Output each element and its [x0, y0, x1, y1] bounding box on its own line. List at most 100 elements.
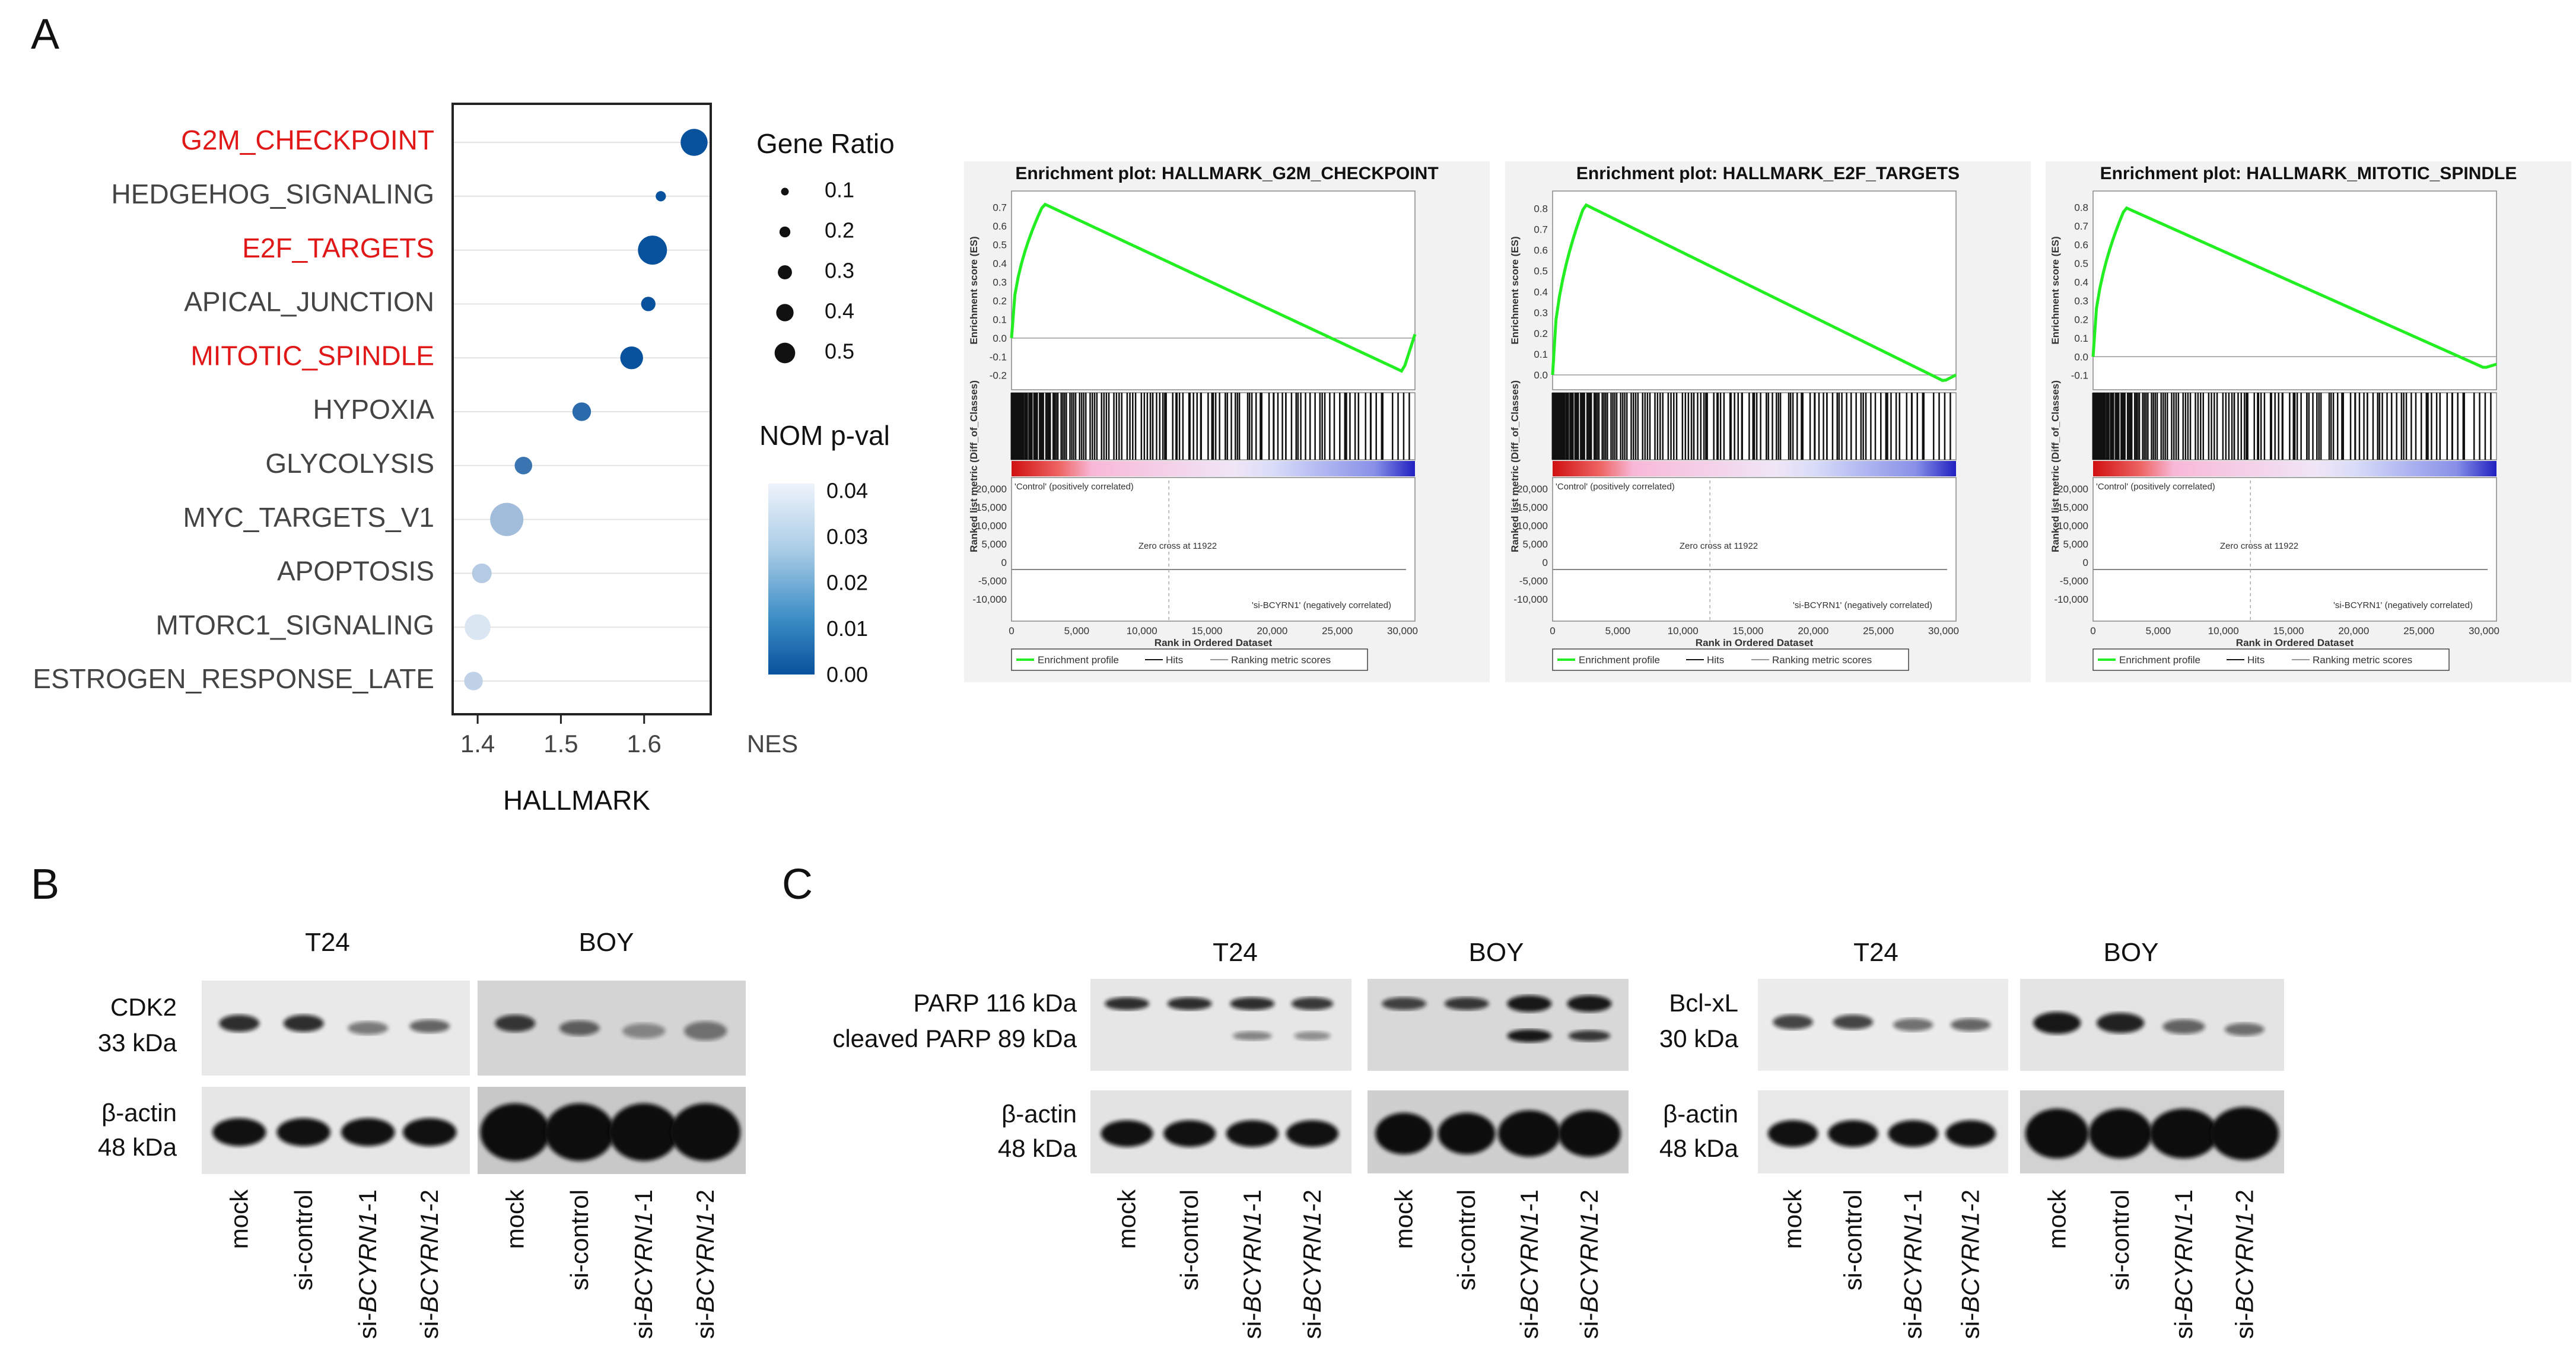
- lane-label: si-BCYRN1-2: [415, 1189, 443, 1339]
- lane-label: si-BCYRN1-1: [1515, 1189, 1543, 1339]
- es-tick-label: 0.5: [2074, 258, 2088, 269]
- zero-cross-label: Zero cross at 11922: [1680, 541, 1758, 551]
- rank-axis-label: Ranked list metric (Diff_of_Classes): [2050, 380, 2061, 552]
- pos-correlated-label: 'Control' (positively correlated): [1015, 482, 1134, 492]
- gsea-legend-hits: Hits: [1707, 654, 1724, 666]
- b-protein-cdk2: CDK2: [110, 993, 177, 1021]
- rank-x-tick-label: 0: [1550, 625, 1555, 637]
- rank-tick-label: -10,000: [1513, 594, 1548, 605]
- rank-tick-label: 0: [1001, 557, 1007, 568]
- color-legend-label: 0.03: [826, 524, 868, 549]
- blot-band: [409, 1019, 450, 1033]
- blot-image: [2020, 979, 2284, 1071]
- rank-x-tick-label: 5,000: [1064, 625, 1090, 637]
- lane-label: si-control: [1839, 1189, 1866, 1290]
- blot-band: [1444, 997, 1489, 1010]
- category-label: E2F_TARGETS: [242, 233, 434, 263]
- rank-tick-label: -5,000: [2060, 575, 2088, 587]
- gsea-legend-hits: Hits: [2247, 654, 2265, 666]
- b-cellline-t24: T24: [305, 928, 350, 957]
- blot-band: [212, 1118, 266, 1146]
- b-loading-actin: β-actin: [101, 1099, 177, 1127]
- blot-image: [1090, 1090, 1351, 1173]
- rank-gradient: [1553, 461, 1956, 476]
- lane-label: mock: [1113, 1189, 1141, 1249]
- lane-label: si-BCYRN1-2: [691, 1189, 719, 1339]
- es-tick-label: 0.2: [1534, 328, 1548, 339]
- c2-loading-actin: β-actin: [1663, 1100, 1738, 1128]
- es-tick-label: 0.8: [2074, 202, 2088, 214]
- size-legend-dot: [776, 304, 794, 322]
- rank-x-axis-label: Rank in Ordered Dataset: [1155, 637, 1273, 648]
- size-legend-label: 0.5: [825, 339, 854, 364]
- color-legend-label: 0.02: [826, 571, 868, 595]
- dot-point: [620, 346, 643, 370]
- c1-protein-cleaved-parp: cleaved PARP 89 kDa: [832, 1025, 1077, 1052]
- lane-label: si-BCYRN1-1: [354, 1189, 381, 1339]
- rank-x-tick-label: 0: [2090, 625, 2095, 637]
- x-axis-label: HALLMARK: [503, 785, 650, 816]
- blot-band: [2149, 1108, 2218, 1159]
- es-axis-label: Enrichment score (ES): [1509, 236, 1521, 344]
- c1-loading-actin-kda: 48 kDa: [998, 1134, 1077, 1162]
- lane-label: si-control: [565, 1189, 593, 1290]
- rank-x-tick-label: 10,000: [1127, 625, 1157, 637]
- rank-tick-label: -10,000: [2054, 594, 2088, 605]
- dot-point: [638, 236, 667, 265]
- gsea-plot: Enrichment plot: HALLMARK_MITOTIC_SPINDL…: [2046, 161, 2571, 682]
- size-legend-dot: [778, 265, 792, 279]
- rank-x-tick-label: 25,000: [1322, 625, 1353, 637]
- blot-band: [684, 1021, 727, 1041]
- panel-label-c: C: [782, 861, 813, 908]
- rank-x-tick-label: 30,000: [1928, 625, 1959, 637]
- rank-x-tick-label: 20,000: [1798, 625, 1828, 637]
- rank-tick-label: 0: [1543, 557, 1548, 568]
- rank-tick-label: -5,000: [978, 575, 1007, 587]
- dotplot-chart: G2M_CHECKPOINT HEDGEHOG_SIGNALING E2F_TARG…: [33, 103, 798, 816]
- x-axis-unit: NES: [747, 730, 798, 758]
- c2-protein-bclxl: Bcl-xL: [1669, 989, 1738, 1017]
- rank-tick-label: -10,000: [972, 594, 1007, 605]
- blot-image: [1090, 979, 1351, 1071]
- rank-x-tick-label: 15,000: [2273, 625, 2304, 637]
- es-tick-label: 0.2: [2074, 314, 2088, 325]
- neg-correlated-label: 'si-BCYRN1' (negatively correlated): [2333, 600, 2473, 610]
- lane-label: si-control: [2106, 1189, 2134, 1290]
- lane-label: si-BCYRN1-1: [1238, 1189, 1266, 1339]
- rank-gradient: [2093, 461, 2497, 476]
- blot-band: [1232, 1031, 1272, 1041]
- es-axis-label: Enrichment score (ES): [2050, 236, 2061, 344]
- es-tick-label: 0.7: [2074, 221, 2088, 232]
- blot-band: [283, 1014, 324, 1032]
- rank-x-tick-label: 15,000: [1733, 625, 1764, 637]
- blot-band: [1101, 1120, 1153, 1147]
- rank-tick-label: 20,000: [1517, 483, 1548, 495]
- rank-x-axis-label: Rank in Ordered Dataset: [1696, 637, 1814, 648]
- lane-label: si-BCYRN1-1: [629, 1189, 657, 1339]
- rank-x-tick-label: 30,000: [2469, 625, 2499, 637]
- es-tick-label: -0.1: [2071, 370, 2088, 381]
- blot-band: [545, 1103, 615, 1161]
- es-tick-label: 0.5: [993, 240, 1007, 251]
- blot-image: [1758, 1090, 2008, 1173]
- rank-tick-label: 10,000: [976, 520, 1007, 532]
- rank-tick-label: -5,000: [1519, 575, 1548, 587]
- rank-x-tick-label: 25,000: [2403, 625, 2434, 637]
- lane-label: si-control: [1452, 1189, 1480, 1290]
- neg-correlated-label: 'si-BCYRN1' (negatively correlated): [1252, 600, 1391, 610]
- pos-correlated-label: 'Control' (positively correlated): [1556, 482, 1675, 492]
- es-axis-label: Enrichment score (ES): [968, 236, 979, 344]
- blot-band: [670, 1103, 740, 1161]
- blot-band: [622, 1023, 666, 1039]
- blot-band: [1167, 997, 1212, 1010]
- es-tick-label: 0.2: [993, 295, 1007, 307]
- blot-band: [403, 1118, 457, 1146]
- category-label: MITOTIC_SPINDLE: [190, 340, 434, 371]
- es-tick-label: 0.6: [2074, 240, 2088, 251]
- c2-protein-bclxl-kda: 30 kDa: [1659, 1025, 1739, 1052]
- western-blots: [202, 979, 2284, 1174]
- enrichment-profile-line: [1010, 202, 1417, 373]
- size-legend: Gene Ratio 0.1 0.2 0.3 0.4 0.5: [756, 128, 895, 364]
- gsea-legend-ranking: Ranking metric scores: [2313, 654, 2412, 666]
- blot-band: [1558, 1110, 1621, 1157]
